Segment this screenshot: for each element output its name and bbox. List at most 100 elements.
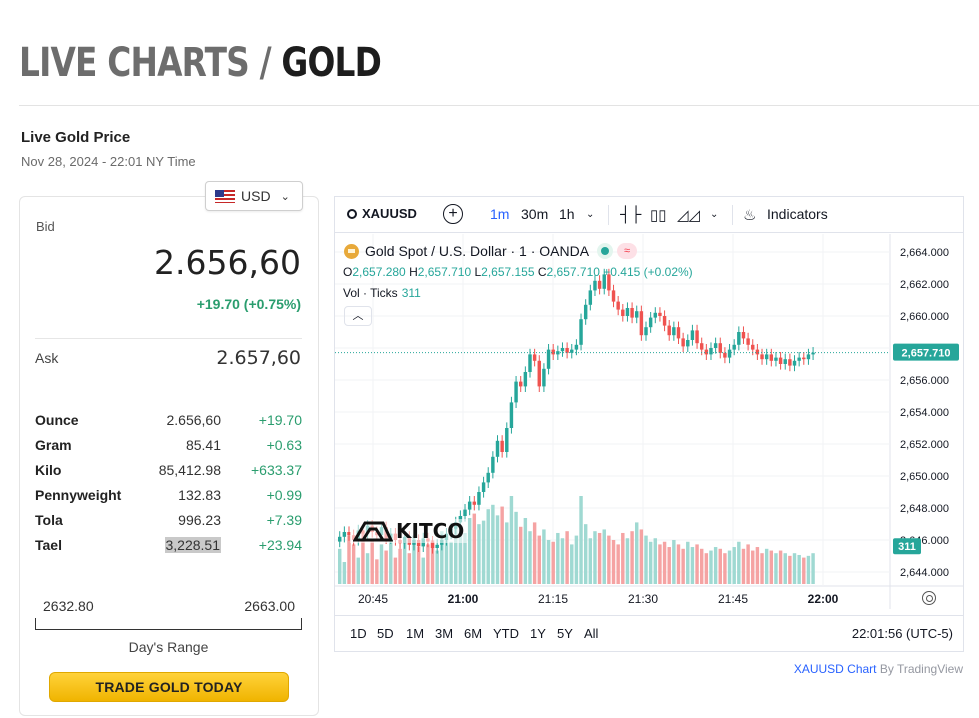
ohlc-legend: O2,657.280 H2,657.710 L2,657.155 C2,657.… (343, 265, 693, 279)
candle-body (560, 348, 565, 352)
ohlc-open: 2,657.280 (352, 265, 406, 279)
candle-body (583, 304, 588, 320)
candle-body (495, 440, 500, 457)
candle-body (616, 301, 620, 310)
candle-body (681, 338, 685, 347)
candle-body (653, 312, 658, 318)
volume-bar (662, 541, 667, 584)
trade-gold-button[interactable]: TRADE GOLD TODAY (49, 672, 289, 702)
chart-toolbar: XAUUSD + 1m 30m 1h ⌄ ┤├ ▯▯ ◿◿ ⌄ ♨ Indica… (335, 197, 963, 233)
candle-body (788, 359, 792, 366)
currency-select[interactable]: USD ⌄ (205, 181, 303, 211)
price-tick-label: 2,662.000 (900, 279, 949, 291)
area-style-icon[interactable]: ◿◿ (677, 207, 701, 224)
unit-price-selected: 3,228.51 (164, 537, 221, 553)
data-delay-icon: ≈ (617, 243, 638, 259)
candle-body (565, 348, 569, 353)
range-1d[interactable]: 1D (350, 626, 367, 641)
range-3m[interactable]: 3M (435, 626, 454, 641)
candle-body (491, 456, 495, 473)
volume-bar (741, 548, 746, 584)
volume-bar (532, 522, 537, 584)
candle-body (574, 344, 579, 350)
volume-bar (695, 544, 699, 584)
range-all[interactable]: All (584, 626, 599, 641)
candle-body (621, 309, 625, 316)
volume-bar (514, 511, 518, 584)
unit-price: 996.23 (178, 512, 221, 528)
section-heading: Live Gold Price (21, 129, 131, 146)
candle-body (723, 352, 727, 358)
volume-bar (783, 553, 787, 584)
day-range-high: 2663.00 (244, 598, 295, 614)
attribution-link[interactable]: XAUUSD Chart (793, 662, 877, 676)
unit-name: Tola (35, 512, 63, 528)
range-5y[interactable]: 5Y (557, 626, 573, 641)
volume-bar (755, 547, 760, 584)
chevron-down-icon[interactable]: ⌄ (710, 209, 719, 220)
volume-bar (467, 518, 472, 584)
range-ytd[interactable]: YTD (493, 626, 519, 641)
interval-30m[interactable]: 30m (521, 206, 549, 222)
volume-bar (718, 548, 722, 584)
volume-bar (458, 529, 463, 584)
plus-circle-icon[interactable]: + (443, 204, 463, 224)
price-tick-label: 2,664.000 (900, 247, 949, 259)
volume-bar (551, 541, 555, 584)
volume-bar (356, 557, 361, 584)
collapse-legend-button[interactable]: ︿ (344, 306, 372, 326)
volume-bar (751, 550, 755, 584)
unit-change: +23.94 (258, 537, 302, 553)
price-tick-label: 2,654.000 (900, 407, 949, 419)
time-tick-label: 21:00 (448, 592, 479, 606)
candle-body (625, 308, 630, 316)
candle-body (811, 352, 815, 355)
bar-style-icon[interactable]: ┤├ (620, 206, 642, 223)
candle-body (546, 349, 551, 369)
candlestick-chart[interactable]: 2,664.0002,662.0002,660.0002,658.0002,65… (335, 234, 963, 609)
candle-body (435, 544, 439, 548)
candle-body (783, 359, 787, 364)
candle-body (472, 501, 477, 505)
volume-bar (727, 550, 732, 584)
bid-label: Bid (36, 219, 55, 234)
candle-body (481, 482, 486, 492)
kitco-logo-icon (353, 521, 393, 542)
volume-bar (384, 550, 388, 584)
volume-bar (393, 557, 398, 584)
symbol-search[interactable]: XAUUSD (347, 206, 417, 221)
volume-bar (537, 535, 541, 584)
title-divider (19, 105, 979, 106)
unit-name: Kilo (35, 462, 62, 478)
range-1y[interactable]: 1Y (530, 626, 546, 641)
range-1m[interactable]: 1M (406, 626, 425, 641)
chevron-down-icon[interactable]: ⌄ (586, 209, 595, 220)
volume-bar (802, 557, 806, 584)
unit-change: +633.37 (251, 462, 302, 478)
volume-bar (625, 538, 630, 584)
day-range-label: Day's Range (128, 639, 209, 655)
gear-icon[interactable] (922, 591, 936, 605)
price-tick-label: 2,644.000 (900, 567, 949, 579)
candle-body (676, 327, 681, 339)
unit-row: Tael 3,228.51 +23.94 (35, 535, 303, 560)
candle-body (760, 354, 764, 360)
interval-1m[interactable]: 1m (490, 206, 510, 222)
volume-bar (570, 544, 574, 584)
volume-bar (351, 544, 356, 584)
candle-body (477, 492, 481, 505)
interval-1h[interactable]: 1h (559, 206, 575, 222)
candle-body (486, 472, 490, 483)
volume-bar (593, 531, 597, 584)
volume-bar (746, 544, 750, 584)
candle-style-icon[interactable]: ▯▯ (650, 207, 667, 224)
indicators-icon[interactable]: ♨ (743, 207, 757, 224)
range-5d[interactable]: 5D (377, 626, 394, 641)
volume-bar (375, 559, 379, 584)
indicators-button[interactable]: Indicators (767, 206, 828, 222)
range-6m[interactable]: 6M (464, 626, 483, 641)
last-volume-label: 311 (898, 541, 916, 553)
candle-body (667, 325, 671, 336)
volume-bar (546, 540, 551, 584)
toolbar-divider (608, 205, 609, 225)
